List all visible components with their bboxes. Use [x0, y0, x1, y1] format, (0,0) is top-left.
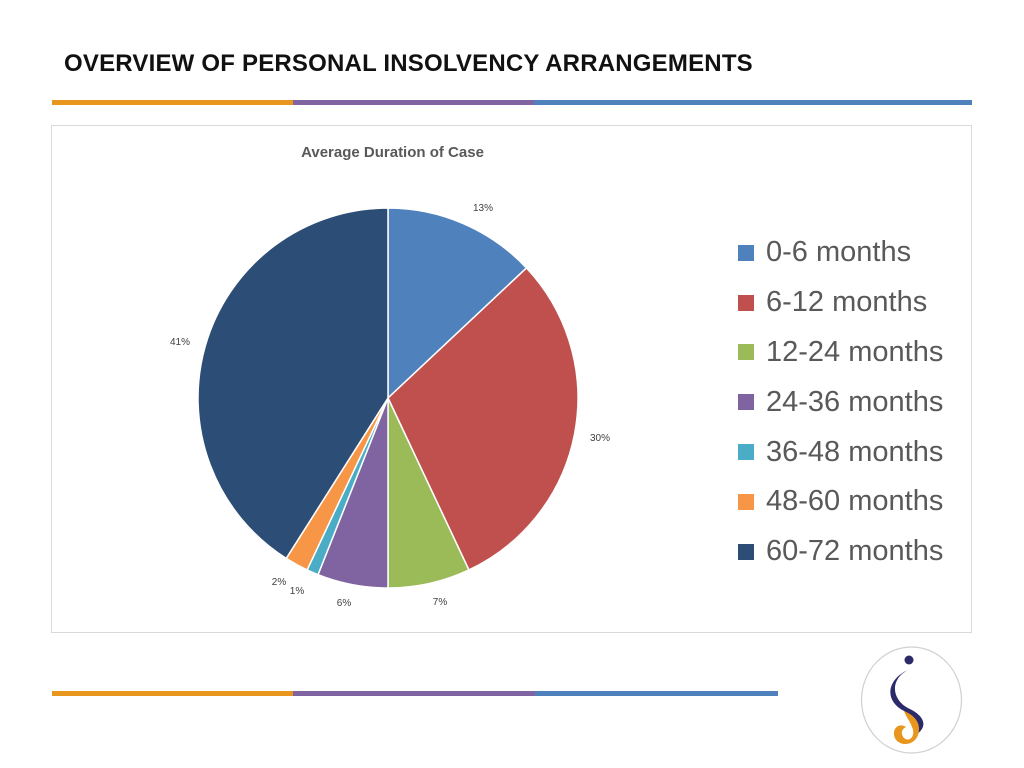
pie-slice-2: [387, 266, 579, 571]
legend-swatch-1: [738, 244, 754, 261]
legend-item-3: 12-24 months: [738, 328, 943, 378]
legend-item-6: 48-60 months: [738, 477, 943, 527]
legend-swatch-5: [738, 444, 754, 461]
legend-swatch-6: [738, 493, 754, 510]
chart-legend: 0-6 months 6-12 months 12-24 months 24-36 m…: [738, 228, 943, 577]
bottom-divider-orange: [52, 691, 293, 696]
legend-swatch-2: [738, 294, 754, 311]
bottom-divider: [52, 691, 778, 696]
logo-circle: [860, 646, 963, 754]
page-title: OVERVIEW OF PERSONAL INSOLVENCY ARRANGEM…: [64, 50, 753, 77]
logo-swirl-icon: [890, 669, 924, 735]
legend-swatch-7: [738, 543, 754, 560]
legend-label-5: 36-48 months: [766, 435, 944, 468]
pie-data-label-5: 1%: [290, 586, 305, 597]
legend-label-6: 48-60 months: [766, 485, 944, 518]
logo-emblem: [860, 646, 963, 754]
logo-drop-icon: [893, 711, 920, 744]
top-divider-purple: [293, 100, 534, 105]
chart-title: Average Duration of Case: [301, 144, 484, 161]
logo-dot-icon: [904, 655, 914, 665]
legend-label-7: 60-72 months: [766, 535, 944, 568]
legend-item-2: 6-12 months: [738, 278, 943, 328]
legend-item-7: 60-72 months: [738, 527, 943, 577]
bottom-divider-blue: [535, 691, 778, 696]
legend-label-2: 6-12 months: [766, 286, 928, 319]
legend-label-4: 24-36 months: [766, 385, 944, 418]
pie-data-label-1: 13%: [473, 203, 493, 214]
pie-data-label-6: 2%: [272, 577, 287, 588]
top-divider-blue: [534, 100, 972, 105]
pie-data-label-7: 41%: [170, 337, 190, 348]
pie-data-label-4: 6%: [337, 598, 352, 609]
legend-label-1: 0-6 months: [766, 236, 912, 269]
legend-item-4: 24-36 months: [738, 377, 943, 427]
pie-slice-7: [197, 207, 389, 560]
top-divider: [52, 100, 972, 105]
pie-slice-1: [387, 207, 528, 400]
top-divider-orange: [52, 100, 293, 105]
bottom-divider-purple: [293, 691, 535, 696]
pie-data-label-3: 7%: [433, 597, 448, 608]
pie-data-label-2: 30%: [590, 433, 610, 444]
legend-swatch-3: [738, 344, 754, 361]
legend-swatch-4: [738, 394, 754, 411]
legend-label-3: 12-24 months: [766, 335, 944, 368]
legend-item-1: 0-6 months: [738, 228, 943, 278]
legend-item-5: 36-48 months: [738, 427, 943, 477]
